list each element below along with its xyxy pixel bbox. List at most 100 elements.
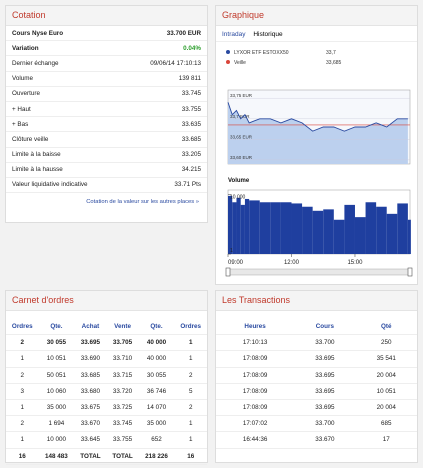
cotation-table: Cours Nyse Euro 33.700 EUR Variation 0.04% D…	[6, 26, 207, 194]
row: 2 50 051 33.685 33.715 30 055 2	[6, 367, 207, 384]
cell: Valeur liquidative indicative	[6, 177, 124, 194]
cell: 50 051	[38, 367, 75, 384]
cell: 2	[6, 415, 39, 433]
panel-title: Cotation	[6, 6, 207, 26]
panel-title: Graphique	[216, 6, 417, 26]
cell: 36 746	[138, 383, 175, 400]
cell: 16	[6, 448, 39, 465]
volume-bar	[236, 197, 241, 254]
cell: 33.715	[106, 367, 139, 384]
row: 2 30 055 33.695 33.705 40 000 1	[6, 334, 207, 352]
cell: 33.670	[74, 415, 107, 433]
cell: 17	[355, 431, 417, 449]
row: 17:08:09 33.695 10 051	[216, 383, 417, 400]
volume-bar	[291, 203, 303, 254]
volume-bar	[354, 217, 366, 254]
cell: 33.690	[74, 350, 107, 368]
header-cell: Achat	[74, 319, 107, 336]
cell: 33.645	[74, 431, 107, 449]
header-cell: Ordres	[174, 319, 207, 336]
price-area	[228, 102, 408, 164]
cell: Dernier échange	[6, 55, 124, 72]
cell: 33.680	[74, 383, 107, 400]
cell: 17:08:09	[216, 399, 295, 417]
y-tick-label: 33,60 EUR	[230, 155, 253, 160]
carnet-panel: Carnet d'ordres Ordres Qte. Achat Vente Qte.…	[5, 290, 208, 465]
volume-bar	[259, 202, 271, 254]
cell: 17:08:09	[216, 383, 295, 400]
scroll-handle[interactable]	[225, 267, 231, 277]
cell: Cours Nyse Euro	[6, 26, 124, 42]
volume-bar	[323, 209, 334, 254]
cell: TOTAL	[106, 448, 139, 465]
transactions-table: Heures Cours Qté 17:10:13 33.700 250 17:08:09 3…	[216, 319, 417, 449]
cell: 139 811	[123, 71, 207, 87]
volume-bar	[407, 219, 411, 254]
cell: Limite à la baisse	[6, 147, 124, 163]
cell: Limite à la hausse	[6, 162, 124, 178]
x-tick-label: 09:00	[228, 260, 244, 266]
y-tick-label: 33,75 EUR	[230, 93, 253, 98]
row: 16:44:36 33.670 17	[216, 431, 417, 449]
cell: 17:08:09	[216, 367, 295, 384]
cell: 1 694	[38, 415, 75, 433]
cell: 10 051	[355, 383, 417, 400]
volume-bar	[386, 213, 398, 254]
tab[interactable]: Intraday	[222, 31, 246, 38]
volume-bar	[365, 202, 377, 254]
row: 17:08:09 33.695 20 004	[216, 399, 417, 417]
row: Volume 139 811	[6, 71, 207, 87]
y-tick-label: 1	[230, 248, 233, 254]
cell: 33.700	[294, 334, 356, 352]
tab[interactable]: Historique	[253, 31, 283, 38]
row: 1 10 051 33.690 33.710 40 000 1	[6, 350, 207, 368]
row: 1 10 000 33.645 33.755 652 1	[6, 431, 207, 449]
y-tick-label: 10 000	[230, 194, 246, 200]
cell: 17:10:13	[216, 334, 295, 352]
cell: 1	[6, 399, 39, 417]
cell: 2	[6, 334, 39, 352]
header-cell: Qte.	[138, 319, 175, 336]
panel-title: Carnet d'ordres	[6, 291, 207, 311]
cell: 33.635	[123, 116, 207, 133]
cell: 09/06/14 17:10:13	[123, 55, 207, 72]
cell: 16	[174, 448, 207, 465]
cell: 5	[174, 383, 207, 400]
chart: LYXOR ETF ESTOXX50 33,7 Veille 33,685 33,75 …	[225, 50, 413, 277]
volume-bar	[302, 206, 313, 254]
cell: 35 000	[38, 399, 75, 417]
graphique-panel: Graphique Intraday Historique LYXOR ETF …	[215, 5, 418, 285]
legend-name: LYXOR ETF ESTOXX50	[234, 50, 289, 56]
cell: 2	[6, 367, 39, 384]
volume-bar	[228, 195, 233, 254]
row: Clôture veille 33.685	[6, 131, 207, 148]
volume-bar	[333, 219, 345, 254]
volume-title: Volume	[228, 178, 250, 184]
cell: Ouverture	[6, 86, 124, 102]
scrollbar	[227, 268, 411, 276]
volume-bar	[344, 204, 355, 254]
cell: 218 226	[138, 448, 175, 465]
row: Variation 0.04%	[6, 40, 207, 57]
cell: 250	[355, 334, 417, 352]
cell: 17:07:02	[216, 415, 295, 433]
cell: 33.725	[106, 399, 139, 417]
volume-bar	[312, 210, 324, 254]
cell: 652	[138, 431, 175, 449]
cell: 30 055	[38, 334, 75, 352]
volume-bar	[244, 198, 250, 254]
row: 17:10:13 33.700 250	[216, 334, 417, 352]
cell: 33.755	[106, 431, 139, 449]
x-tick-label: 12:00	[284, 260, 300, 266]
scroll-handle[interactable]	[407, 267, 413, 277]
header-row: Heures Cours Qté	[216, 319, 417, 336]
cell: 33.685	[123, 131, 207, 148]
cell: 33.745	[106, 415, 139, 433]
row: Limite à la baisse 33.205	[6, 147, 207, 163]
cell: 685	[355, 415, 417, 433]
cell: 2	[174, 399, 207, 417]
transactions-panel: Les Transactions Heures Cours Qté 17:10:13 3…	[215, 290, 418, 463]
cell: 33.720	[106, 383, 139, 400]
other-places-link[interactable]: Cotation de la valeur sur les autres pla…	[86, 199, 199, 206]
cell: 35 541	[355, 350, 417, 368]
